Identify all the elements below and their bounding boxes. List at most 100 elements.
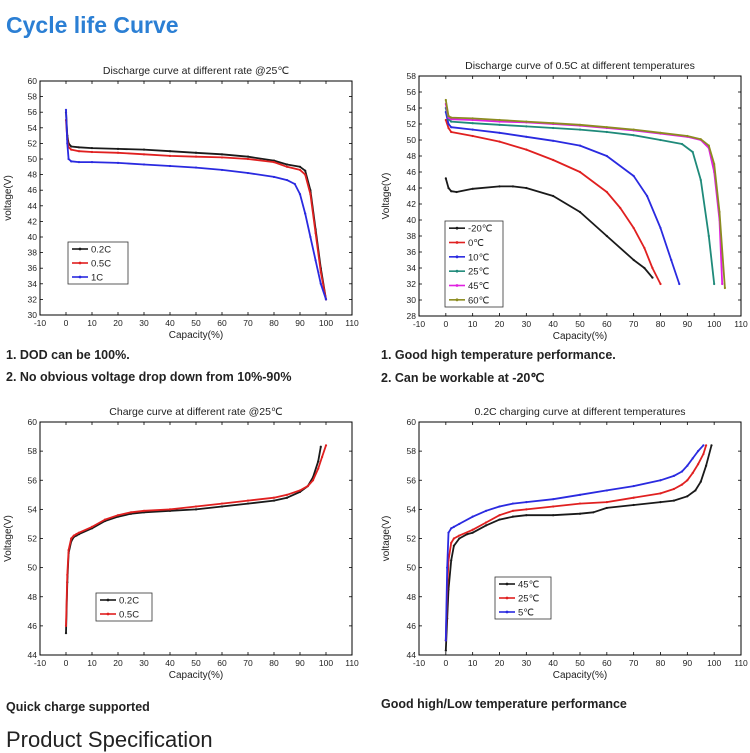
data-point-0p5c <box>272 496 276 499</box>
legend-label-45: 45℃ <box>468 281 490 292</box>
data-point-20 <box>511 185 515 188</box>
data-point-25 <box>680 142 684 146</box>
data-point-0 <box>447 126 450 130</box>
chart-discharge-temperature: Discharge curve of 0.5C at different tem… <box>378 54 750 342</box>
x-tick-label: 20 <box>495 658 505 668</box>
x-tick-label: 30 <box>522 319 532 329</box>
x-tick-label: 100 <box>707 319 721 329</box>
chart-title: Discharge curve of 0.5C at different tem… <box>465 60 695 72</box>
legend-label-25: 25℃ <box>518 594 540 605</box>
data-point-0p5c <box>77 531 81 534</box>
x-tick-label: 80 <box>269 318 279 328</box>
legend-marker-10 <box>455 255 459 259</box>
data-point-10 <box>552 139 555 142</box>
data-point-20 <box>552 194 555 198</box>
data-point-25 <box>452 537 455 540</box>
y-axis-label: Voltage(V) <box>381 173 392 220</box>
chart-charge-temperature: 0.2C charging curve at different tempera… <box>378 400 750 685</box>
data-point-25 <box>605 130 608 134</box>
data-point-0p2c <box>194 151 198 154</box>
x-tick-label: 40 <box>165 658 175 668</box>
data-point-0p5c <box>142 153 146 156</box>
y-tick-label: 34 <box>28 279 38 289</box>
y-tick-label: 44 <box>407 183 417 193</box>
data-point-60 <box>471 117 474 120</box>
chart-svg: Charge curve at different rate @25℃ -10 0 1… <box>3 406 359 681</box>
data-point-0p5c <box>168 154 172 157</box>
x-tick-label: 50 <box>575 319 585 329</box>
data-point-0p5c <box>317 467 320 470</box>
legend-marker-25 <box>455 269 459 273</box>
data-point-25 <box>578 128 582 131</box>
data-point-60 <box>713 162 716 166</box>
data-point-0p2c <box>304 169 307 172</box>
legend-label-0p2c: 0.2C <box>119 596 139 607</box>
note-quick-charge: Quick charge supported <box>6 700 150 714</box>
legend-label-0p5c: 0.5C <box>119 610 139 621</box>
legend-marker-45 <box>455 284 459 287</box>
x-tick-label: 40 <box>548 658 558 668</box>
legend-marker-60 <box>455 298 459 302</box>
data-point-20 <box>578 210 582 214</box>
data-point-1c <box>64 108 68 111</box>
data-point-0p2c <box>298 165 302 168</box>
data-point-0p2c <box>319 445 322 448</box>
x-tick-label: 10 <box>87 658 97 668</box>
data-point-5 <box>578 493 582 496</box>
x-tick-label: 90 <box>683 319 693 329</box>
data-point-5 <box>498 505 501 508</box>
y-tick-label: 38 <box>28 248 38 258</box>
data-point-1c <box>116 161 120 164</box>
next-section-heading: Product Specification <box>6 727 213 752</box>
data-point-60 <box>498 118 501 122</box>
x-tick-label: 110 <box>734 658 748 668</box>
x-tick-label: 30 <box>139 318 149 328</box>
x-axis-label: Capacity(%) <box>553 331 607 342</box>
data-point-25 <box>525 508 528 511</box>
data-point-0p5c <box>142 509 146 512</box>
y-tick-label: 42 <box>407 199 417 209</box>
legend-label-0p5c: 0.5C <box>91 259 111 270</box>
note-low-temp: 2. Can be workable at -20℃ <box>381 371 545 385</box>
data-point-10 <box>645 194 649 198</box>
data-point-25 <box>605 500 608 504</box>
x-axis-label: Capacity(%) <box>169 670 223 681</box>
x-tick-label: 20 <box>113 318 123 328</box>
data-point-45 <box>498 120 501 123</box>
data-point-0p2c <box>116 147 120 150</box>
data-point-25 <box>680 483 684 486</box>
data-point-25 <box>686 479 689 482</box>
data-point-5 <box>680 470 684 473</box>
x-tick-label: 90 <box>683 658 693 668</box>
data-point-60 <box>525 120 528 123</box>
y-tick-label: 52 <box>28 138 38 148</box>
legend-marker-45 <box>505 582 509 586</box>
x-tick-label: 10 <box>468 658 478 668</box>
data-point-0 <box>659 282 662 286</box>
note-dod: 1. DOD can be 100%. <box>6 348 130 362</box>
x-tick-label: 20 <box>495 319 505 329</box>
data-point-0p5c <box>298 489 302 492</box>
data-point-0p5c <box>319 271 322 274</box>
legend-marker-0 <box>455 241 459 244</box>
data-point-0p5c <box>168 508 172 511</box>
note-temperature-performance: Good high/Low temperature performance <box>381 697 627 711</box>
data-point-0p2c <box>272 499 276 502</box>
legend-label-5: 5℃ <box>518 608 534 619</box>
data-point-5 <box>458 522 461 526</box>
legend-marker-0p5c <box>78 261 82 265</box>
chart-svg: Discharge curve of 0.5C at different tem… <box>381 60 748 342</box>
y-tick-label: 42 <box>28 216 38 226</box>
y-tick-label: 46 <box>407 621 417 631</box>
data-point-1c <box>77 161 81 164</box>
series-line-0 <box>444 119 662 285</box>
data-point-45 <box>525 514 528 517</box>
y-tick-label: 56 <box>407 87 417 97</box>
data-point-20 <box>450 190 453 193</box>
y-tick-label: 52 <box>28 534 38 544</box>
y-tick-label: 50 <box>407 135 417 145</box>
data-point-60 <box>605 126 608 129</box>
x-tick-label: 70 <box>629 319 639 329</box>
x-tick-label: 100 <box>319 658 333 668</box>
data-point-20 <box>632 258 635 262</box>
